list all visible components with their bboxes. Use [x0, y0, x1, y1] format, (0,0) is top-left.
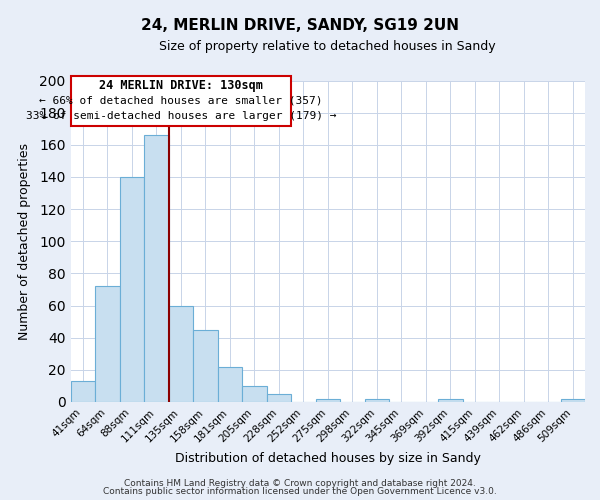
Bar	[71, 381, 95, 402]
Text: 33% of semi-detached houses are larger (179) →: 33% of semi-detached houses are larger (…	[26, 111, 336, 121]
Text: 24, MERLIN DRIVE, SANDY, SG19 2UN: 24, MERLIN DRIVE, SANDY, SG19 2UN	[141, 18, 459, 32]
X-axis label: Distribution of detached houses by size in Sandy: Distribution of detached houses by size …	[175, 452, 481, 465]
Text: Contains public sector information licensed under the Open Government Licence v3: Contains public sector information licen…	[103, 487, 497, 496]
Bar	[242, 386, 266, 402]
Text: ← 66% of detached houses are smaller (357): ← 66% of detached houses are smaller (35…	[39, 95, 323, 105]
Bar	[95, 286, 119, 402]
Bar	[144, 135, 169, 402]
Bar	[316, 398, 340, 402]
Bar	[169, 306, 193, 402]
Bar	[560, 398, 585, 402]
Bar	[365, 398, 389, 402]
Text: Contains HM Land Registry data © Crown copyright and database right 2024.: Contains HM Land Registry data © Crown c…	[124, 478, 476, 488]
Bar	[71, 76, 291, 126]
Title: Size of property relative to detached houses in Sandy: Size of property relative to detached ho…	[160, 40, 496, 53]
Bar	[193, 330, 218, 402]
Text: 24 MERLIN DRIVE: 130sqm: 24 MERLIN DRIVE: 130sqm	[99, 79, 263, 92]
Bar	[119, 177, 144, 402]
Y-axis label: Number of detached properties: Number of detached properties	[18, 143, 31, 340]
Bar	[218, 366, 242, 402]
Bar	[438, 398, 463, 402]
Bar	[266, 394, 291, 402]
